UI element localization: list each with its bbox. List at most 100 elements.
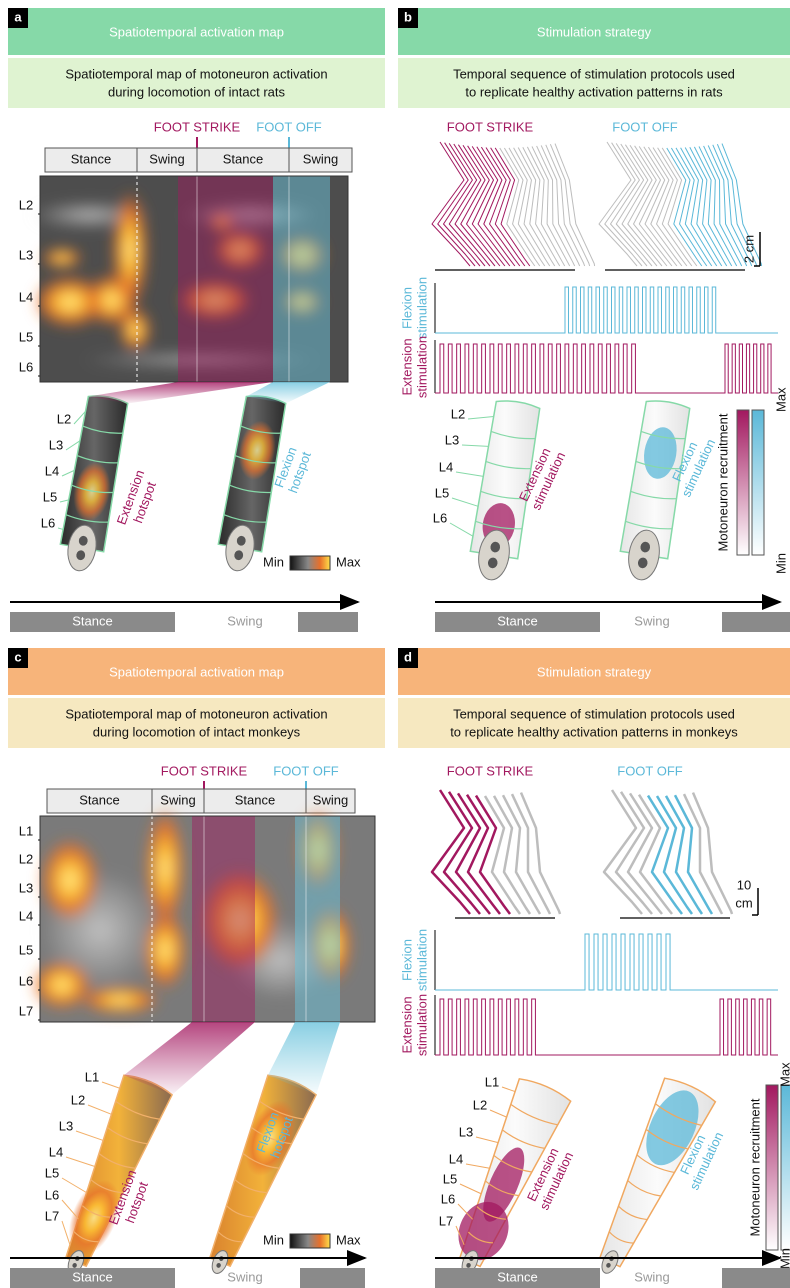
cord-segment-leader	[462, 445, 488, 446]
timeline-stance-label: Stance	[497, 1269, 537, 1284]
subtitle-line: during locomotion of intact rats	[108, 84, 286, 99]
cord-segment-leader	[476, 1137, 498, 1143]
cord-segment-leader	[450, 523, 473, 536]
cord-segment-label: L2	[451, 406, 465, 421]
segment-label: L3	[19, 247, 33, 262]
channel-label-line: Extension	[399, 996, 414, 1053]
limb-stick	[657, 796, 692, 914]
cord-segment-label: L4	[49, 1144, 63, 1159]
timeline-swing-label: Swing	[634, 613, 669, 628]
segment-label: L6	[19, 973, 33, 988]
event-label: FOOT OFF	[273, 763, 339, 778]
event-label: FOOT STRIKE	[447, 763, 534, 778]
cord-segment-label: L3	[459, 1124, 473, 1139]
limb-stick	[555, 144, 595, 266]
segment-label: L6	[19, 359, 33, 374]
scale-label: 2 cm	[741, 235, 756, 263]
event-label: FOOT STRIKE	[161, 763, 248, 778]
panel-title: Stimulation strategy	[537, 24, 652, 39]
segment-label: L4	[19, 289, 33, 304]
cord-segment-leader	[88, 1105, 111, 1114]
heat-region	[112, 190, 148, 310]
heat-region	[143, 910, 187, 990]
segment-label: L2	[19, 851, 33, 866]
colorbar-flexion	[781, 1085, 790, 1250]
cord-segment-label: L6	[441, 1191, 455, 1206]
cord-segment-leader	[76, 1131, 103, 1140]
cord-segment-leader	[456, 472, 483, 476]
cord-segment-label: L3	[59, 1118, 73, 1133]
timeline-swing-label: Swing	[634, 1269, 669, 1284]
event-label: FOOT OFF	[617, 763, 683, 778]
cord-segment-leader	[452, 498, 478, 506]
cord-segment-label: L2	[473, 1097, 487, 1112]
segment-label: L4	[19, 908, 33, 923]
limb-stick	[622, 145, 657, 266]
segment-label: L5	[19, 329, 33, 344]
colorbar-extension	[766, 1085, 778, 1250]
colorbar-max: Max	[336, 1232, 361, 1247]
colorbar-extension	[737, 410, 749, 555]
cord-segment-label: L4	[45, 463, 59, 478]
cord-segment-label: L6	[41, 515, 55, 530]
colorbar-label: Motoneuron recruitment	[747, 1098, 762, 1236]
cord-segment-leader	[466, 1164, 490, 1168]
cord-segment-leader	[62, 1178, 87, 1193]
subtitle-line: to replicate healthy activation patterns…	[450, 724, 738, 739]
heat-region	[40, 838, 100, 922]
channel-label: Flexionstimulation	[399, 277, 429, 339]
event-label: FOOT OFF	[256, 119, 322, 134]
segment-label: L3	[19, 880, 33, 895]
segment-label: L5	[19, 942, 33, 957]
panel-letter: a	[14, 9, 22, 24]
limb-stick	[550, 144, 589, 266]
stimulation-trace	[435, 999, 778, 1055]
cord-segment-label: L7	[439, 1213, 453, 1228]
scale-label: 10	[737, 877, 751, 892]
figure: a Spatiotemporal activation map Spatiotemp…	[0, 0, 790, 1288]
segment-label: L2	[19, 197, 33, 212]
channel-label-line: stimulation	[414, 277, 429, 339]
colorbar-max: Max	[336, 554, 361, 569]
limb-stick	[485, 796, 520, 914]
channel-label-line: stimulation	[414, 994, 429, 1056]
cord-segment-label: L3	[445, 432, 459, 447]
cord-segment-label: L5	[443, 1171, 457, 1186]
panel-title: Spatiotemporal activation map	[109, 664, 284, 679]
channel-label-line: stimulation	[414, 929, 429, 991]
phase-label: Swing	[160, 792, 195, 807]
cord-segment-label: L7	[45, 1208, 59, 1223]
cord-segment-leader	[490, 1110, 507, 1117]
cord-segment-label: L2	[57, 411, 71, 426]
timeline-stance-label: Stance	[72, 1269, 112, 1284]
cord-segment-label: L6	[45, 1187, 59, 1202]
colorbar-min: Min	[263, 554, 284, 569]
limb-stick	[472, 146, 505, 266]
cord-segment-label: L4	[439, 459, 453, 474]
cord-segment-leader	[60, 500, 69, 502]
timeline-swing-label: Swing	[227, 613, 262, 628]
segment-label: L7	[19, 1003, 33, 1018]
colorbar-max: Max	[773, 387, 788, 412]
event-label: FOOT STRIKE	[154, 119, 241, 134]
scale-label: cm	[735, 895, 752, 910]
panel-title: Spatiotemporal activation map	[109, 24, 284, 39]
timeline-swing-label: Swing	[227, 1269, 262, 1284]
channel-label-line: Flexion	[399, 287, 414, 329]
cord-segment-leader	[502, 1087, 515, 1092]
timeline-stance	[298, 612, 358, 632]
cord-segment-label: L5	[43, 489, 57, 504]
colorbar-label: Motoneuron recruitment	[715, 413, 730, 551]
colorbar	[290, 1234, 330, 1248]
colorbar-min: Min	[773, 553, 788, 574]
timeline-stance	[722, 612, 790, 632]
cord-segment-label: L2	[71, 1092, 85, 1107]
subtitle-line: Temporal sequence of stimulation protoco…	[453, 66, 735, 81]
subtitle-line: Spatiotemporal map of motoneuron activat…	[65, 66, 327, 81]
event-label: FOOT OFF	[612, 119, 678, 134]
timeline-stance	[722, 1268, 790, 1288]
cord-segment-label: L5	[45, 1165, 59, 1180]
cord-segment-leader	[102, 1082, 120, 1088]
phase-label: Swing	[313, 792, 348, 807]
